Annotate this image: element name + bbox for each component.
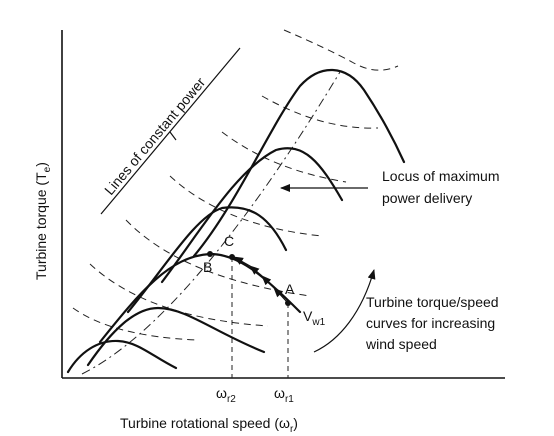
constant-power-bar — [100, 47, 241, 215]
torque-speed-curve — [126, 206, 288, 314]
point-a-label: A — [285, 281, 295, 297]
wind-increase-arrow — [313, 269, 376, 353]
locus-label-line2: power delivery — [382, 190, 472, 206]
constant-power-line — [221, 131, 347, 183]
curves-label-line2: curves for increasing — [366, 315, 495, 331]
wind-speed-label: Vw1 — [303, 308, 326, 328]
y-axis-label: Turbine torque (Te) — [33, 162, 53, 280]
constant-power-line — [89, 263, 269, 327]
trajectory-arrow — [249, 265, 263, 277]
operating-trajectory — [233, 256, 289, 304]
constant-power-label: Lines of constant power — [101, 74, 209, 198]
torque-speed-curve — [160, 147, 344, 284]
constant-power-line — [261, 95, 379, 129]
constant-power-line — [72, 307, 197, 341]
tick-label-wr1: ωr1 — [274, 385, 294, 405]
locus-label-line1: Locus of maximum — [382, 168, 499, 184]
point-c-label: C — [224, 233, 234, 249]
torque-speed-curve — [192, 68, 406, 258]
trajectory-arrow — [233, 256, 251, 267]
trajectory-arrow — [273, 287, 289, 304]
curves-label-line1: Turbine torque/speed — [366, 294, 499, 310]
point-c-marker — [229, 254, 235, 260]
curves-label-line3: wind speed — [365, 336, 437, 352]
constant-power-line — [169, 175, 323, 237]
constant-power-line — [125, 219, 311, 297]
tick-label-wr2: ωr2 — [216, 385, 236, 405]
point-b-marker — [207, 251, 213, 257]
point-b-label: B — [203, 259, 212, 275]
constant-power-bar-tick — [169, 131, 177, 141]
torque-speed-curves — [66, 68, 406, 374]
trajectory-arrow — [261, 275, 275, 289]
torque-speed-curve — [86, 306, 266, 367]
point-a-marker — [285, 300, 291, 306]
x-axis-label: Turbine rotational speed (ωr) — [120, 415, 298, 435]
torque-speed-curve — [98, 252, 302, 344]
max-power-locus — [81, 71, 341, 375]
constant-power-line — [283, 29, 399, 71]
torque-speed-curve — [66, 339, 178, 374]
